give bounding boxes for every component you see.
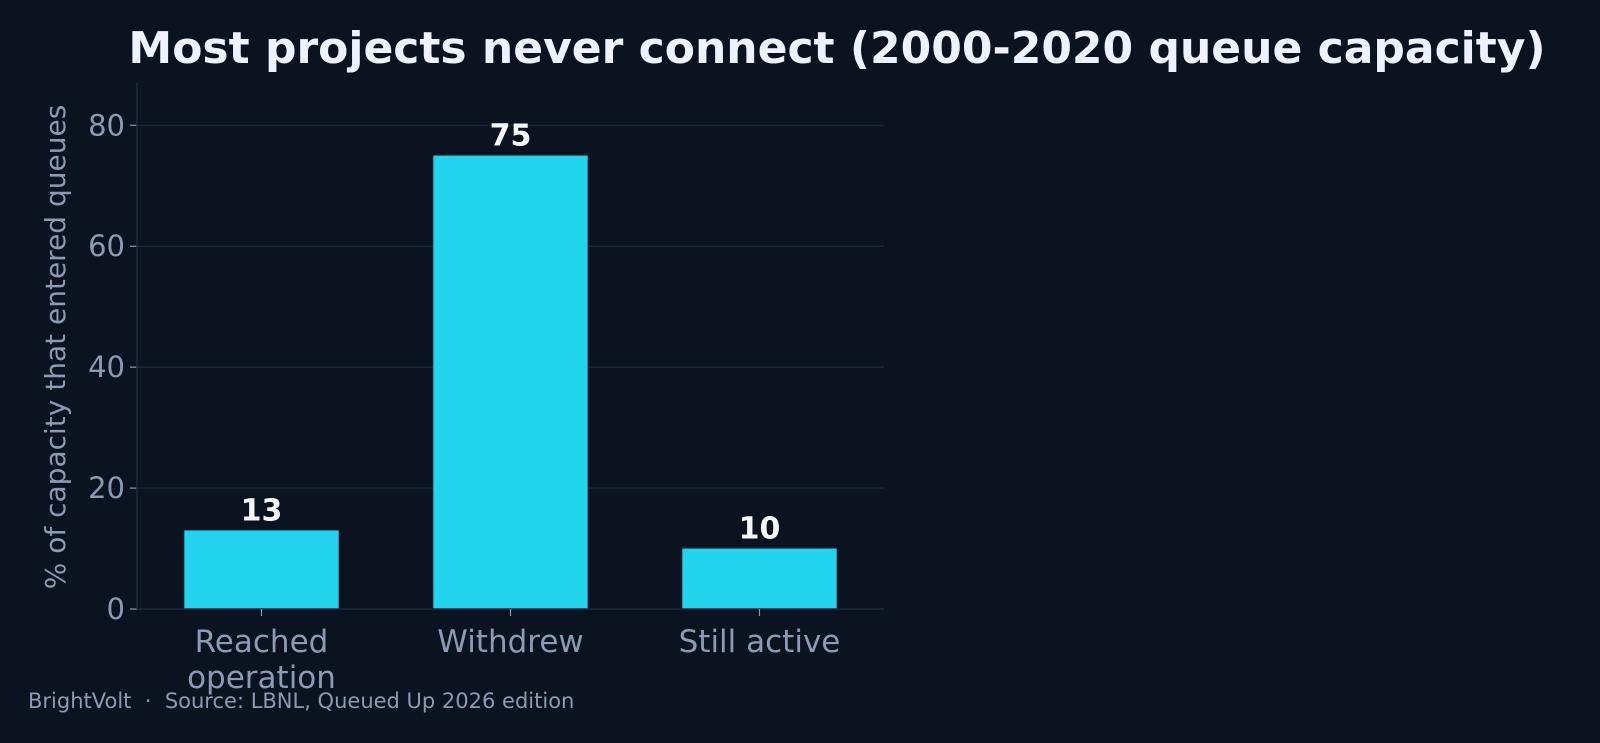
x-tick-label-line: Withdrew: [437, 624, 584, 660]
y-tick-label: 60: [88, 229, 125, 263]
x-tick-label-line: Reached: [195, 624, 329, 660]
y-tick-label: 80: [88, 108, 125, 142]
data-label: 75: [490, 119, 532, 154]
x-tick-label-line: Still active: [679, 624, 841, 660]
y-tick-label: 40: [88, 350, 125, 384]
bar: [184, 530, 339, 609]
footer-credit: BrightVolt · Source: LBNL, Queued Up 202…: [28, 689, 574, 713]
data-label: 10: [739, 512, 781, 547]
chart-labels: 0 20 40 60 80 13 Reached operation 75 Withdrew 10 S…: [88, 108, 840, 696]
x-tick-label-line: operation: [187, 660, 336, 696]
bars: [184, 155, 837, 609]
source-note: Source: LBNL, Queued Up 2026 edition: [164, 689, 575, 713]
chart-title: Most projects never connect (2000-2020 q…: [128, 23, 1545, 74]
bar: [433, 155, 588, 609]
x-tick-label: Still active: [679, 624, 841, 660]
footer-separator: ·: [144, 689, 152, 713]
data-label: 13: [241, 493, 283, 528]
y-tick-label: 20: [88, 471, 125, 505]
y-axis-label: % of capacity that entered queues: [39, 105, 72, 590]
axes: [130, 83, 884, 616]
x-tick-label: Withdrew: [437, 624, 584, 660]
bar: [682, 548, 837, 609]
y-tick-label: 0: [107, 592, 125, 626]
x-tick-label: Reached operation: [187, 624, 336, 696]
brand-name: BrightVolt: [28, 689, 132, 713]
